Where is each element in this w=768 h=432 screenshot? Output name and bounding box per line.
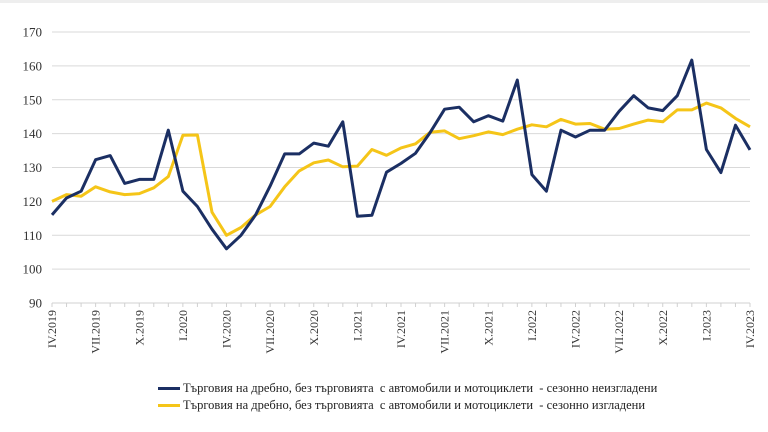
y-tick-label: 100 bbox=[23, 262, 43, 277]
x-axis-tick-labels: IV.2019 VII.2019 X.2019 I.2020 IV.2020 VII.20… bbox=[45, 310, 757, 354]
y-tick-label: 170 bbox=[23, 25, 43, 40]
x-tick-label: X.2021 bbox=[481, 310, 495, 346]
x-tick-label: X.2019 bbox=[132, 310, 146, 346]
series-line-adjusted bbox=[51, 101, 751, 237]
x-tick-label: X.2020 bbox=[307, 310, 321, 346]
x-tick-label: I.2022 bbox=[525, 310, 539, 341]
y-tick-label: 160 bbox=[23, 58, 43, 73]
legend: Търговия на дребно, без търговията с авт… bbox=[158, 380, 657, 414]
legend-item-adjusted: Търговия на дребно, без търговията с авт… bbox=[158, 397, 657, 414]
y-tick-label: 140 bbox=[23, 126, 43, 141]
y-axis-ticks: 90 100 110 120 130 140 150 160 170 bbox=[23, 25, 43, 311]
x-tick-label: X.2022 bbox=[656, 310, 670, 346]
y-tick-label: 130 bbox=[23, 160, 43, 175]
x-tick-label: I.2020 bbox=[176, 310, 190, 341]
x-tick-label: I.2023 bbox=[699, 310, 713, 341]
line-chart: 90 100 110 120 130 140 150 160 170 IV.2019 VII.20… bbox=[23, 25, 758, 354]
x-tick-label: IV.2020 bbox=[220, 310, 234, 348]
x-tick-label: IV.2022 bbox=[569, 310, 583, 348]
x-tick-label: IV.2021 bbox=[394, 310, 408, 348]
x-tick-label: IV.2023 bbox=[743, 310, 757, 348]
legend-swatch-adjusted bbox=[158, 404, 180, 407]
x-tick-label: VII.2019 bbox=[89, 310, 103, 354]
x-axis bbox=[51, 303, 751, 307]
x-tick-label: I.2021 bbox=[350, 310, 364, 341]
x-tick-label: VII.2021 bbox=[438, 310, 452, 354]
legend-label-adjusted: Търговия на дребно, без търговията с авт… bbox=[183, 398, 646, 412]
series-line-unadjusted bbox=[50, 58, 752, 251]
top-border bbox=[0, 0, 768, 3]
y-tick-label: 90 bbox=[29, 296, 42, 311]
series-lines bbox=[50, 58, 752, 251]
x-tick-label: VII.2022 bbox=[612, 310, 626, 354]
y-tick-label: 120 bbox=[23, 194, 43, 209]
y-tick-label: 110 bbox=[23, 228, 42, 243]
legend-swatch-unadjusted bbox=[158, 387, 180, 390]
legend-item-unadjusted: Търговия на дребно, без търговията с авт… bbox=[158, 380, 657, 397]
y-tick-label: 150 bbox=[23, 92, 43, 107]
x-tick-label: IV.2019 bbox=[45, 310, 59, 348]
x-tick-label: VII.2020 bbox=[263, 310, 277, 354]
legend-label-unadjusted: Търговия на дребно, без търговията с авт… bbox=[183, 381, 658, 395]
